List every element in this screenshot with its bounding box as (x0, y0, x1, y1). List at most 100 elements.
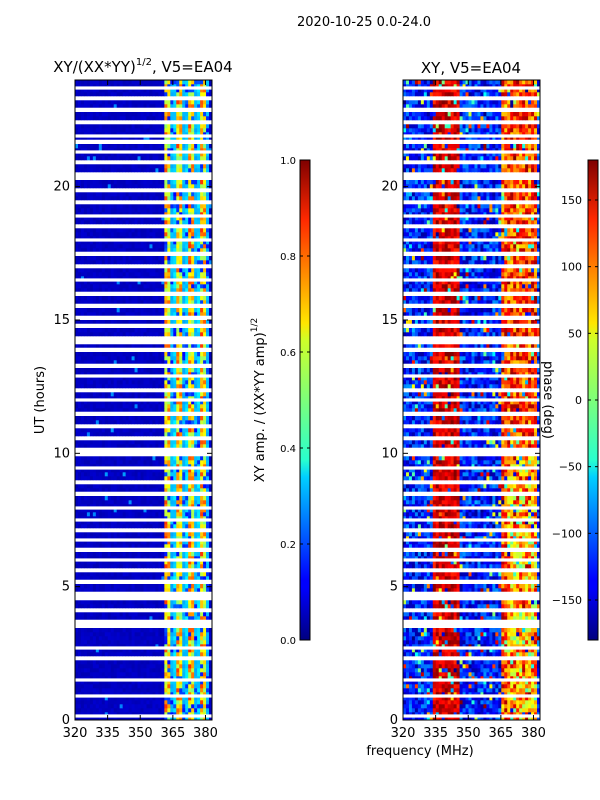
amp-cell (128, 572, 132, 577)
amp-cell (89, 152, 94, 157)
amp-cell (134, 192, 138, 197)
amp-cell (131, 240, 135, 245)
amp-cell (146, 192, 150, 197)
amp-cell (176, 184, 180, 189)
amp-cell (131, 444, 135, 449)
amp-cell (128, 672, 132, 677)
amp-cell (152, 640, 156, 645)
amp-cell (140, 524, 144, 529)
amp-cell (203, 428, 207, 433)
amp-cell (176, 404, 180, 409)
amp-cell (75, 660, 79, 665)
amp-cell (86, 628, 91, 633)
amp-cell (110, 524, 115, 529)
amp-cell (98, 536, 103, 541)
amp-cell (128, 332, 132, 337)
amp-cell (155, 512, 159, 517)
amp-cell (116, 572, 121, 577)
amp-cell (200, 488, 204, 493)
amp-cell (128, 428, 132, 433)
amp-cell (152, 416, 156, 421)
amp-cell (194, 240, 198, 245)
amp-cell (194, 216, 198, 221)
amp-cell (149, 180, 153, 185)
amp-cell (101, 652, 106, 657)
amp-cell (119, 164, 124, 169)
amp-cell (83, 640, 88, 645)
amp-cell (176, 552, 180, 557)
amp-cell (95, 232, 100, 237)
amp-cell (104, 236, 109, 241)
amp-cell (89, 564, 94, 569)
amp-cell (122, 468, 127, 473)
amp-cell (95, 332, 100, 337)
amp-cell (179, 328, 183, 333)
amp-cell (101, 500, 106, 505)
amp-cell (128, 664, 132, 669)
amp-cell (206, 520, 210, 525)
amp-cell (179, 368, 183, 373)
amp-cell (167, 640, 171, 645)
amp-cell (86, 712, 91, 717)
amp-cell (110, 604, 115, 609)
amp-cell (80, 392, 85, 397)
amp-cell (176, 288, 180, 293)
amp-cell (140, 644, 144, 649)
amp-cell (191, 376, 195, 381)
amp-cell (125, 420, 130, 425)
amp-cell (188, 432, 192, 437)
amp-cell (125, 556, 130, 561)
amp-cell (206, 648, 210, 653)
amp-cell (146, 696, 150, 701)
amp-cell (197, 352, 201, 357)
amp-cell (110, 420, 115, 425)
amp-cell (140, 540, 144, 545)
amp-cell (200, 628, 204, 633)
amp-cell (191, 356, 195, 361)
amp-cell (77, 180, 82, 185)
amp-cell (155, 372, 159, 377)
amp-cell (104, 504, 109, 509)
amp-cell (89, 636, 94, 641)
amp-cell (107, 268, 112, 273)
amp-cell (110, 716, 115, 720)
amp-cell (134, 216, 138, 221)
amp-cell (125, 332, 130, 337)
amp-cell (83, 660, 88, 665)
amp-cell (119, 540, 124, 545)
amp-cell (122, 416, 127, 421)
amp-cell (137, 684, 141, 689)
amp-cell (152, 648, 156, 653)
amp-cell (92, 432, 97, 437)
amp-cell (137, 572, 141, 577)
amp-cell (128, 460, 132, 465)
amp-cell (155, 240, 159, 245)
amp-cell (191, 344, 195, 349)
amp-cell (75, 352, 79, 357)
amp-cell (77, 428, 82, 433)
amp-cell (125, 308, 130, 313)
amp-cell (143, 212, 147, 217)
amp-cell (134, 152, 138, 157)
amp-cell (122, 600, 127, 605)
amp-cell (92, 164, 97, 169)
amp-cell (128, 496, 132, 501)
amp-cell (161, 536, 165, 541)
amp-cell (185, 672, 189, 677)
amp-cell (116, 540, 121, 545)
amp-cell (179, 644, 183, 649)
amp-cell (75, 564, 79, 569)
amp-cell (152, 196, 156, 201)
amp-cell (116, 404, 121, 409)
amp-cell (77, 712, 82, 717)
amp-cell (209, 556, 212, 561)
amp-cell (191, 392, 195, 397)
amp-cell (80, 240, 85, 245)
amp-cell (209, 392, 212, 397)
amp-cell (122, 496, 127, 501)
amp-cell (86, 640, 91, 645)
amp-cell (158, 184, 162, 189)
amp-cell (98, 496, 103, 501)
amp-cell (128, 284, 132, 289)
amp-cell (122, 668, 127, 673)
